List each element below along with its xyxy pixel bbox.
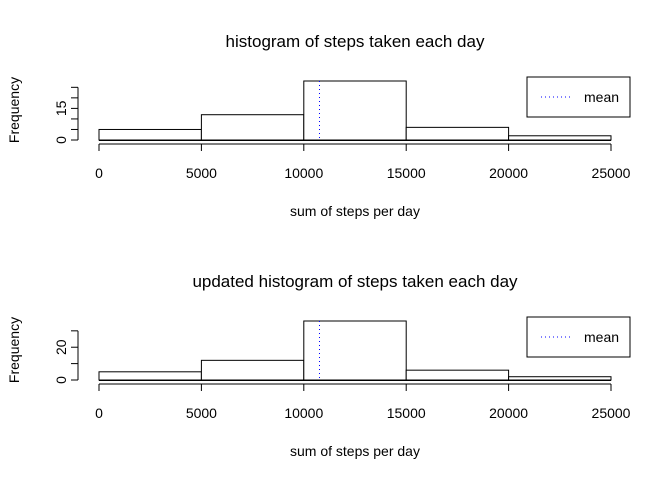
x-axis-label: sum of steps per day — [290, 443, 420, 459]
legend-box — [526, 76, 631, 118]
histogram-bar — [508, 376, 612, 381]
histogram-bar — [508, 135, 612, 141]
x-tick-label: 15000 — [387, 405, 426, 421]
x-tick-label: 20000 — [489, 165, 528, 181]
x-tick-label: 15000 — [387, 165, 426, 181]
x-tick-label: 0 — [95, 165, 103, 181]
histogram-bar — [98, 371, 202, 381]
legend-label: mean — [584, 89, 619, 105]
histogram-bar — [200, 114, 305, 141]
x-tick-label: 25000 — [592, 165, 631, 181]
chart-title: histogram of steps taken each day — [226, 32, 485, 51]
x-axis-label: sum of steps per day — [290, 203, 420, 219]
chart-panel-1: histogram of steps taken each day 0 15 0 500… — [6, 32, 631, 219]
legend-label: mean — [584, 329, 619, 345]
y-axis-label: Frequency — [6, 317, 22, 383]
y-tick-label: 0 — [53, 376, 69, 384]
histogram-bar — [303, 320, 407, 381]
chart-title: updated histogram of steps taken each da… — [192, 272, 518, 291]
legend: mean — [526, 76, 631, 118]
x-tick-label: 20000 — [489, 405, 528, 421]
legend: mean — [526, 316, 631, 358]
legend-box — [526, 316, 631, 358]
histogram-bar — [200, 359, 305, 381]
histogram-bar — [405, 126, 510, 141]
y-tick-label: 15 — [53, 100, 69, 116]
chart-panel-2: updated histogram of steps taken each da… — [6, 272, 631, 459]
histogram-bar — [303, 80, 407, 141]
x-tick-label: 5000 — [186, 165, 217, 181]
x-tick-label: 0 — [95, 405, 103, 421]
histogram-bar — [98, 128, 202, 141]
histogram-bar — [405, 369, 510, 381]
x-tick-label: 10000 — [284, 405, 323, 421]
y-axis-label: Frequency — [6, 77, 22, 143]
x-tick-label: 10000 — [284, 165, 323, 181]
x-tick-label: 5000 — [186, 405, 217, 421]
y-tick-label: 0 — [53, 136, 69, 144]
y-tick-label: 20 — [53, 339, 69, 355]
x-tick-label: 25000 — [592, 405, 631, 421]
